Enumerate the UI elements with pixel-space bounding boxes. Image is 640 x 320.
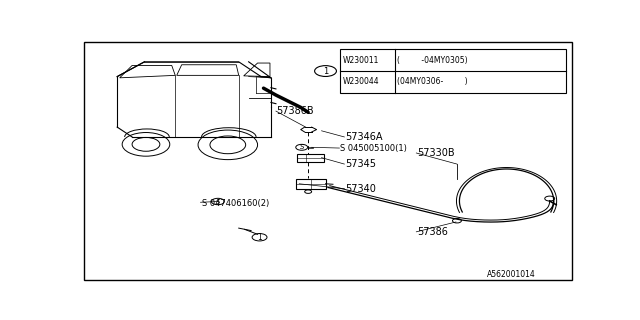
Text: S: S bbox=[216, 198, 220, 204]
Text: W230044: W230044 bbox=[343, 77, 380, 86]
Text: (         -04MY0305): ( -04MY0305) bbox=[397, 56, 468, 65]
Text: 57386B: 57386B bbox=[276, 106, 314, 116]
FancyBboxPatch shape bbox=[296, 179, 326, 189]
Text: 1: 1 bbox=[323, 67, 328, 76]
Text: 57346A: 57346A bbox=[346, 132, 383, 142]
Text: 57330B: 57330B bbox=[417, 148, 455, 158]
Circle shape bbox=[132, 138, 160, 151]
Text: 57340: 57340 bbox=[346, 184, 376, 194]
Text: 57345: 57345 bbox=[346, 159, 376, 169]
Text: 1: 1 bbox=[257, 233, 262, 242]
Circle shape bbox=[296, 144, 308, 150]
Text: A562001014: A562001014 bbox=[486, 270, 536, 279]
Text: S 045005100(1): S 045005100(1) bbox=[340, 144, 407, 153]
Circle shape bbox=[210, 136, 246, 154]
Circle shape bbox=[252, 234, 267, 241]
Text: S: S bbox=[300, 144, 304, 150]
Circle shape bbox=[305, 190, 312, 193]
Circle shape bbox=[211, 198, 225, 205]
Text: 57386: 57386 bbox=[417, 227, 448, 237]
FancyBboxPatch shape bbox=[297, 154, 324, 162]
Circle shape bbox=[198, 130, 257, 160]
Circle shape bbox=[315, 66, 337, 76]
Text: S 047406160(2): S 047406160(2) bbox=[202, 199, 269, 208]
Circle shape bbox=[122, 132, 170, 156]
Circle shape bbox=[452, 219, 461, 223]
Text: W230011: W230011 bbox=[343, 56, 380, 65]
Text: (04MY0306-         ): (04MY0306- ) bbox=[397, 77, 468, 86]
Circle shape bbox=[545, 196, 555, 201]
